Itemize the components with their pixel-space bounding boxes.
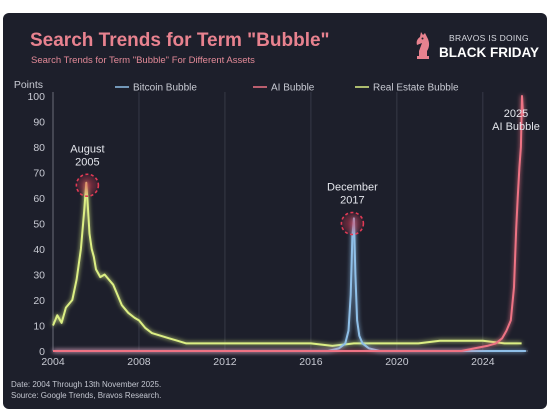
x-tick-label-2012: 2012 xyxy=(213,356,237,368)
series-line-bitcoin-bubble xyxy=(53,217,526,352)
peak-highlight-ring-1 xyxy=(340,211,365,236)
line-chart: 2004 2008 2012 2016 2020 2024 0 10 20 30 40 50 60 70 8… xyxy=(14,79,540,368)
x-tick-label-2020: 2020 xyxy=(385,356,409,368)
y-tick-label-70: 70 xyxy=(33,168,45,180)
x-tick-label-2016: 2016 xyxy=(299,356,323,368)
legend-label-0: Bitcoin Bubble xyxy=(133,83,197,94)
series-line-real-estate-bubble xyxy=(52,181,522,347)
y-tick-label-0: 0 xyxy=(39,346,45,358)
annotation-label-0-line2: 2005 xyxy=(75,156,99,168)
y-axis-label: Points xyxy=(14,79,43,91)
series-layer xyxy=(52,95,526,352)
chart-card: Search Trends for Term "Bubble" Search T… xyxy=(3,13,547,409)
y-tick-label-90: 90 xyxy=(33,117,45,129)
brand-tagline: BRAVOS IS DOING xyxy=(449,33,529,43)
knight-chess-icon xyxy=(416,32,430,59)
brand-promo: BLACK FRIDAY xyxy=(438,45,539,60)
y-tick-label-30: 30 xyxy=(33,270,45,282)
y-tick-label-60: 60 xyxy=(33,193,45,205)
source-note: Source: Google Trends, Bravos Research. xyxy=(11,390,162,400)
annotation-label-1-line1: December xyxy=(327,182,378,194)
annotation-label-1-line2: 2017 xyxy=(340,195,364,207)
series-line-ai-bubble xyxy=(53,95,525,352)
x-tick-label-2004: 2004 xyxy=(41,356,65,368)
footer-notes: Date: 2004 Through 13th November 2025. S… xyxy=(11,380,161,401)
peak-highlight-1 xyxy=(340,211,365,236)
y-tick-label-80: 80 xyxy=(33,142,45,154)
y-tick-label-20: 20 xyxy=(33,295,45,307)
chart-subtitle: Search Trends for Term "Bubble" For Diff… xyxy=(31,55,255,66)
legend-label-2: Real Estate Bubble xyxy=(373,83,459,94)
y-tick-label-50: 50 xyxy=(33,219,45,231)
annotation-label-2-line2: AI Bubble xyxy=(492,121,540,133)
legend-label-1: AI Bubble xyxy=(271,83,315,94)
x-tick-label-2008: 2008 xyxy=(127,356,151,368)
date-note: Date: 2004 Through 13th November 2025. xyxy=(11,380,162,389)
legend: Bitcoin Bubble AI Bubble Real Estate Bubbl… xyxy=(115,83,459,94)
annotation-label-2-line1: 2025 xyxy=(504,108,528,120)
chart-title: Search Trends for Term "Bubble" xyxy=(30,30,330,51)
peak-highlight-ring-0 xyxy=(75,173,100,198)
brand-banner[interactable]: BRAVOS IS DOING BLACK FRIDAY xyxy=(413,29,543,73)
y-tick-label-100: 100 xyxy=(27,91,45,103)
grid-layer xyxy=(52,92,484,351)
x-tick-label-2024: 2024 xyxy=(471,356,495,368)
peak-highlight-0 xyxy=(75,173,100,198)
y-tick-label-10: 10 xyxy=(33,321,45,333)
axis-layer: 2004 2008 2012 2016 2020 2024 0 10 20 30 40 50 60 70 8… xyxy=(14,79,528,368)
annotation-label-0-line1: August xyxy=(70,143,104,155)
y-tick-label-40: 40 xyxy=(33,244,45,256)
